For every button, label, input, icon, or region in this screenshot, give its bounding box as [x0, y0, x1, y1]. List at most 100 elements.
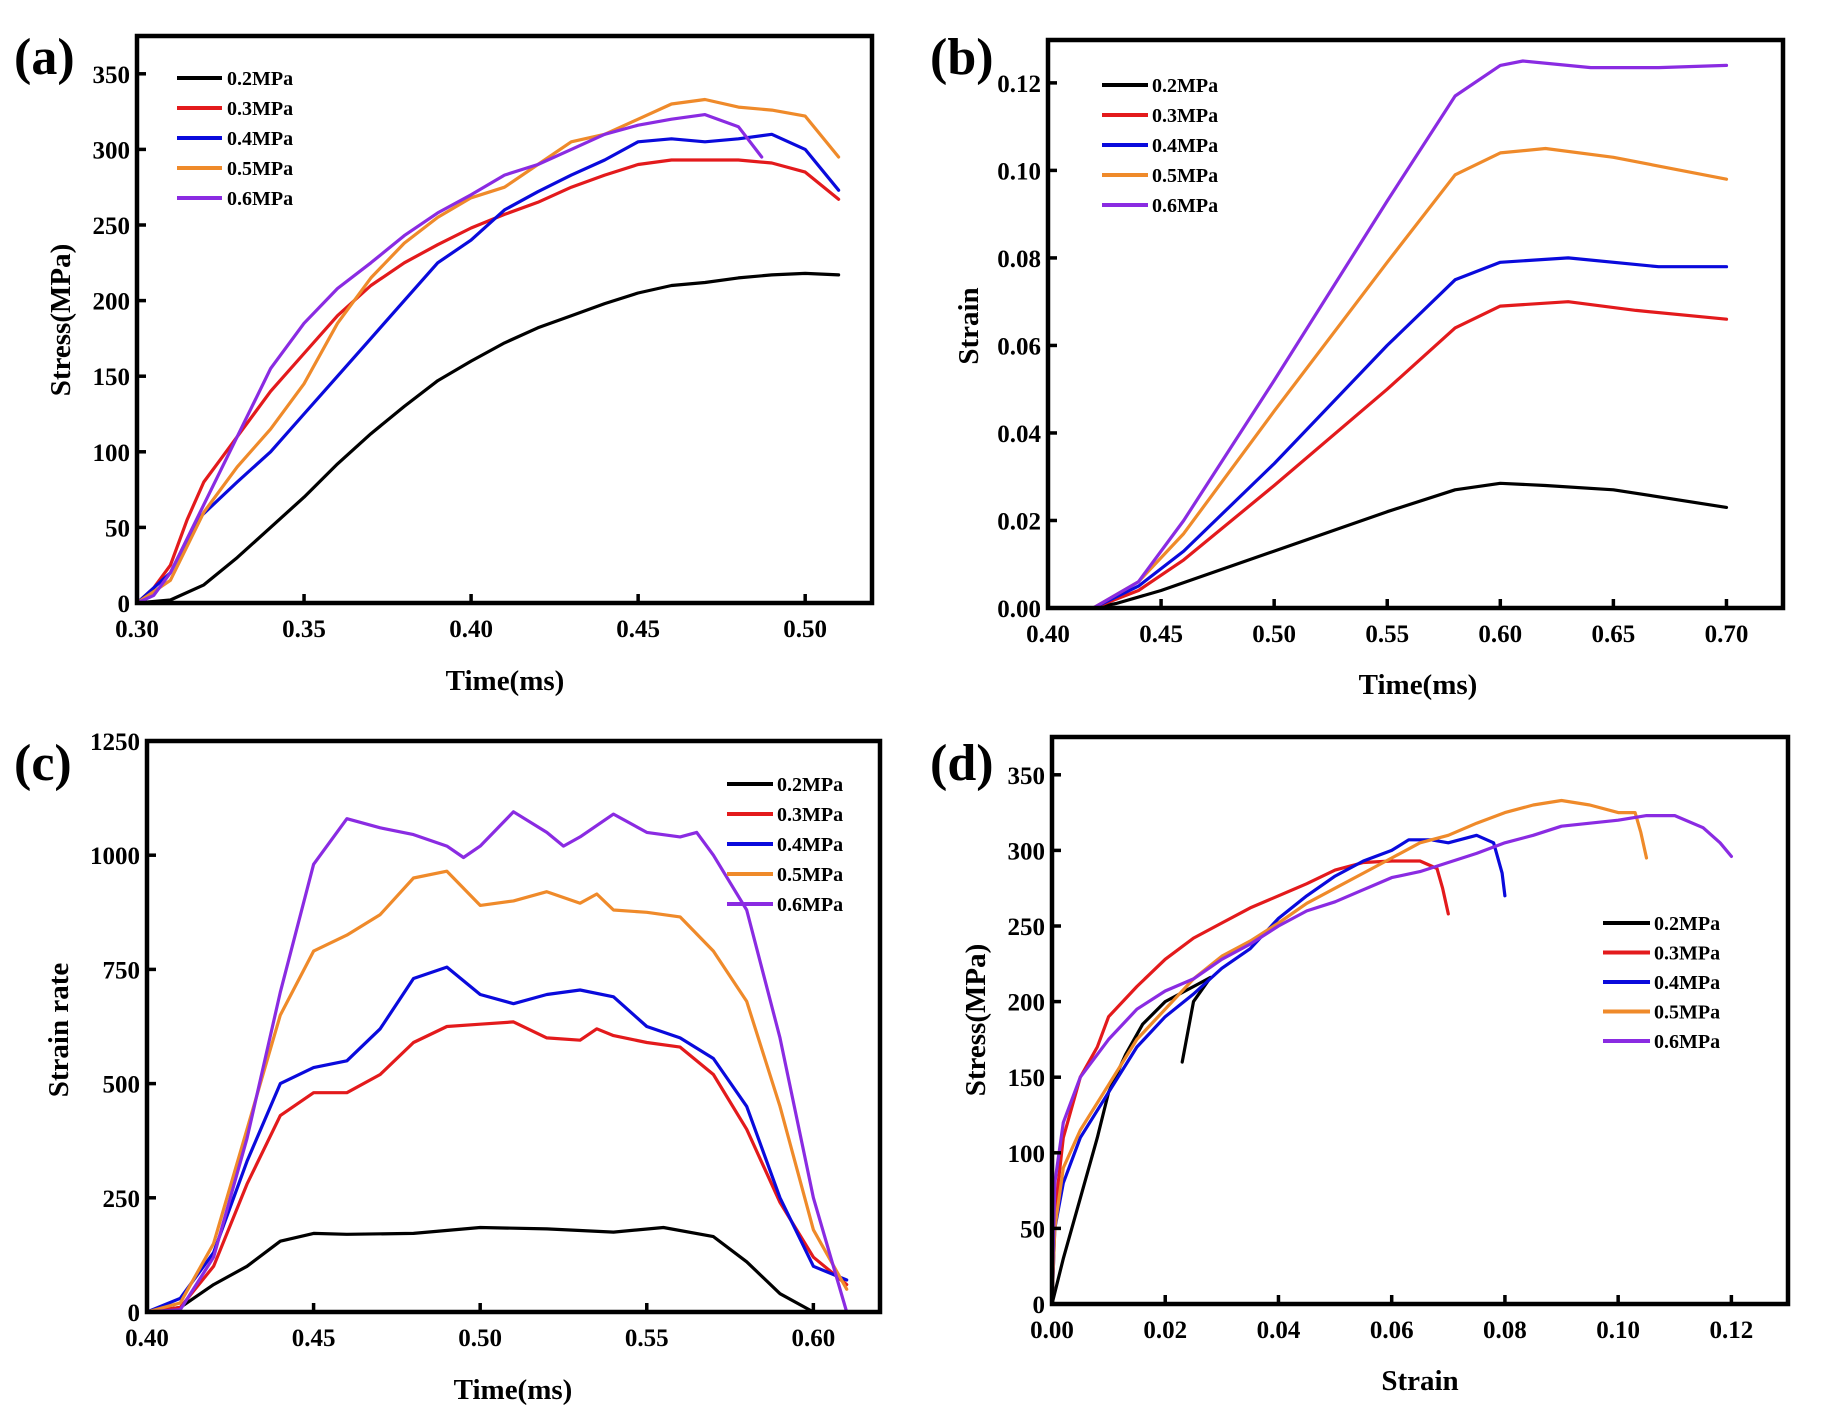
x-tick-label-b: 0.50 — [1252, 621, 1296, 648]
x-tick-label-b: 0.45 — [1139, 621, 1183, 648]
series-line-d-04mpa — [1050, 833, 1507, 1306]
series-line-b-02mpa — [1046, 481, 1729, 610]
legend-label-a: 0.4MPa — [227, 128, 293, 150]
panel-a: (a) 0.30 0.35 0.40 0.45 0.50 0 50 100 150 200 250… — [14, 29, 875, 697]
panel-label-d: (d) — [930, 735, 994, 792]
x-tick-label-c: 0.60 — [791, 1325, 835, 1352]
legend-label-d: 0.5MPa — [1654, 1002, 1720, 1024]
y-tick-label-a: 250 — [93, 213, 131, 240]
legend-a: 0.2MPa 0.3MPa 0.4MPa 0.5MPa 0.6MPa — [177, 68, 293, 210]
plot-frame-b — [1045, 37, 1786, 611]
y-axis-c: 0 250 500 750 1000 1250 — [90, 729, 156, 1327]
y-tick-label-d: 300 — [1008, 838, 1046, 865]
panel-label-a: (a) — [14, 29, 75, 86]
series-line-a-02mpa — [135, 271, 841, 605]
panel-b: (b) 0.40 0.45 0.50 0.55 0.60 0.65 0.70 0.000.0… — [930, 29, 1786, 701]
legend-label-b: 0.5MPa — [1152, 165, 1218, 187]
x-axis-title-c: Time(ms) — [454, 1374, 573, 1405]
x-axis-title-d: Strain — [1381, 1365, 1458, 1397]
legend-c: 0.2MPa 0.3MPa 0.4MPa 0.5MPa 0.6MPa — [727, 774, 843, 916]
y-axis-b: 0.00 0.02 0.04 0.06 0.08 0.10 0.12 — [997, 71, 1057, 623]
plot-frame-d — [1049, 734, 1791, 1307]
y-axis-a: 0 50 100 150 200 250 300 350 — [93, 62, 146, 618]
x-tick-label-c: 0.45 — [292, 1325, 336, 1352]
y-axis-title-b: Strain — [953, 287, 985, 364]
series-line-b-05mpa — [1046, 146, 1729, 610]
series-line-a-03mpa — [135, 158, 841, 605]
x-tick-label-a: 0.50 — [783, 616, 827, 643]
y-tick-label-a: 0 — [118, 591, 131, 618]
y-tick-label-a: 50 — [105, 515, 130, 542]
y-tick-label-a: 100 — [93, 440, 131, 467]
series-line-d-06mpa — [1050, 813, 1734, 1306]
legend-label-b: 0.2MPa — [1152, 75, 1218, 97]
y-tick-label-a: 300 — [93, 137, 131, 164]
legend-label-d: 0.3MPa — [1654, 943, 1720, 965]
legend-label-c: 0.6MPa — [777, 894, 843, 916]
legend-label-c: 0.2MPa — [777, 774, 843, 796]
series-line-c-03mpa — [145, 1020, 849, 1314]
y-tick-label-c: 500 — [103, 1072, 141, 1099]
legend-b: 0.2MPa 0.3MPa 0.4MPa 0.5MPa 0.6MPa — [1102, 75, 1218, 217]
y-tick-label-c: 0 — [128, 1300, 141, 1327]
y-tick-label-b: 0.04 — [997, 421, 1041, 448]
series-layer-c — [145, 810, 849, 1314]
y-tick-label-b: 0.00 — [997, 596, 1041, 623]
y-axis-title-a: Stress(MPa) — [45, 244, 77, 396]
x-tick-label-b: 0.60 — [1478, 621, 1522, 648]
legend-label-b: 0.6MPa — [1152, 195, 1218, 217]
y-axis-title-c: Strain rate — [43, 963, 75, 1098]
x-tick-label-a: 0.35 — [282, 616, 326, 643]
legend-label-d: 0.4MPa — [1654, 972, 1720, 994]
x-tick-label-b: 0.70 — [1705, 621, 1749, 648]
y-tick-label-b: 0.06 — [997, 333, 1041, 360]
legend-label-c: 0.3MPa — [777, 804, 843, 826]
x-axis-title-a: Time(ms) — [446, 665, 565, 697]
x-tick-label-c: 0.50 — [458, 1325, 502, 1352]
plot-frame-c — [144, 738, 883, 1315]
x-tick-label-a: 0.45 — [616, 616, 660, 643]
panel-d: (d) 0.00 0.02 0.04 0.06 0.08 0.10 0.12 0 50 100 1… — [930, 734, 1791, 1397]
x-tick-label-b: 0.65 — [1592, 621, 1636, 648]
x-axis-c: 0.40 0.45 0.50 0.55 0.60 — [125, 1303, 835, 1352]
y-tick-label-d: 350 — [1008, 763, 1046, 790]
y-axis-d: 0 50 100 150 200 250 300 350 — [1008, 763, 1061, 1319]
series-line-a-05mpa — [135, 97, 841, 605]
series-line-a-04mpa — [135, 132, 841, 605]
legend-label-d: 0.6MPa — [1654, 1031, 1720, 1053]
y-tick-label-b: 0.10 — [997, 158, 1041, 185]
legend-label-a: 0.6MPa — [227, 188, 293, 210]
x-tick-label-d: 0.04 — [1257, 1317, 1301, 1344]
legend-label-a: 0.5MPa — [227, 158, 293, 180]
y-axis-title-d: Stress(MPa) — [960, 944, 992, 1096]
x-tick-label-d: 0.08 — [1483, 1317, 1527, 1344]
y-tick-label-c: 1250 — [90, 729, 140, 756]
series-layer-b — [1046, 59, 1729, 610]
plot-frame-a — [134, 33, 875, 606]
legend-label-c: 0.5MPa — [777, 864, 843, 886]
series-line-b-06mpa — [1046, 59, 1729, 610]
x-tick-label-d: 0.12 — [1710, 1317, 1754, 1344]
x-tick-label-d: 0.02 — [1143, 1317, 1187, 1344]
panel-label-b: (b) — [930, 29, 994, 86]
x-tick-label-c: 0.55 — [625, 1325, 669, 1352]
y-tick-label-b: 0.08 — [997, 246, 1041, 273]
legend-label-a: 0.2MPa — [227, 68, 293, 90]
series-line-c-02mpa — [145, 1225, 816, 1314]
y-tick-label-d: 100 — [1008, 1141, 1046, 1168]
y-tick-label-a: 350 — [93, 62, 131, 89]
x-axis-b: 0.40 0.45 0.50 0.55 0.60 0.65 0.70 — [1026, 599, 1748, 648]
y-tick-label-c: 750 — [103, 957, 141, 984]
y-tick-label-c: 1000 — [90, 843, 140, 870]
x-axis-title-b: Time(ms) — [1359, 669, 1478, 701]
legend-label-b: 0.3MPa — [1152, 105, 1218, 127]
legend-label-d: 0.2MPa — [1654, 913, 1720, 935]
series-line-b-04mpa — [1046, 256, 1729, 610]
series-line-c-05mpa — [145, 869, 849, 1314]
x-tick-label-d: 0.06 — [1370, 1317, 1414, 1344]
x-tick-label-a: 0.40 — [449, 616, 493, 643]
legend-label-b: 0.4MPa — [1152, 135, 1218, 157]
x-tick-label-d: 0.00 — [1030, 1317, 1074, 1344]
y-tick-label-d: 150 — [1008, 1065, 1046, 1092]
